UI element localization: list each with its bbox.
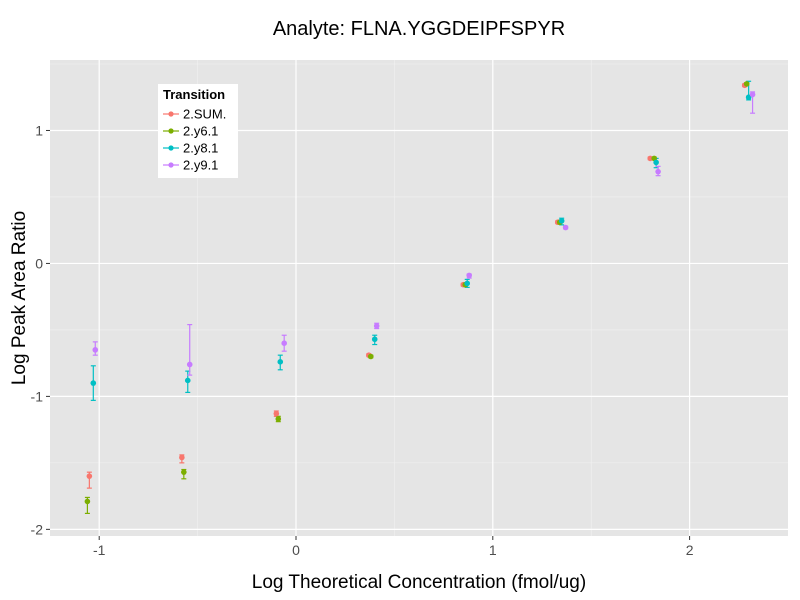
data-point <box>371 336 378 343</box>
legend-label: 2.y8.1 <box>183 141 218 156</box>
data-point <box>90 380 97 386</box>
x-tick-label: 0 <box>292 542 300 558</box>
legend-key-point <box>168 111 174 117</box>
x-tick-label: 2 <box>686 542 694 558</box>
legend-title: Transition <box>163 87 225 102</box>
major-gridlines <box>50 60 788 536</box>
data-point <box>653 159 659 166</box>
data-point <box>647 155 654 162</box>
data-point <box>84 498 91 505</box>
data-point <box>464 280 471 287</box>
legend-key-point <box>168 128 174 134</box>
data-point <box>277 359 284 365</box>
legend-key-point <box>168 145 174 151</box>
data-point <box>92 347 99 353</box>
y-tick-label: -1 <box>31 388 44 404</box>
legend-label: 2.SUM. <box>183 107 226 122</box>
legend-items: 2.SUM. 2.y6.1 2.y8.1 2.y9.1 <box>163 107 226 173</box>
data-point <box>181 469 187 475</box>
data-point <box>273 410 280 417</box>
data-point <box>367 353 374 360</box>
axis-ticks: -1 0 1 2 -2 -1 0 1 <box>31 122 694 558</box>
data-point <box>186 361 193 368</box>
data-point <box>749 91 756 98</box>
data-point <box>179 454 185 461</box>
data-point <box>562 224 569 231</box>
x-tick-label: 1 <box>489 542 497 558</box>
data-point <box>743 81 750 87</box>
data-point <box>745 94 752 101</box>
data-point <box>466 272 472 279</box>
legend-label: 2.y6.1 <box>183 124 218 139</box>
x-tick-label: -1 <box>93 542 106 558</box>
data-point <box>86 473 93 479</box>
data-point <box>184 377 191 384</box>
legend-key-point <box>168 162 174 168</box>
y-tick-label: -2 <box>31 521 44 537</box>
y-axis-title: Log Peak Area Ratio <box>9 211 30 385</box>
data-point <box>275 416 282 422</box>
x-axis-title: Log Theoretical Concentration (fmol/ug) <box>252 572 586 593</box>
data-point <box>373 323 380 329</box>
y-tick-label: 1 <box>35 122 43 138</box>
data-point <box>655 168 661 175</box>
data-point <box>558 218 565 224</box>
data-marks <box>84 80 756 514</box>
data-point <box>281 340 287 347</box>
legend: Transition 2.SUM. 2.y6.1 2.y8.1 2.y9.1 <box>158 84 238 178</box>
chart-title: Analyte: FLNA.YGGDEIPFSPYR <box>273 18 565 40</box>
legend-label: 2.y9.1 <box>183 158 218 173</box>
y-tick-label: 0 <box>35 255 43 271</box>
